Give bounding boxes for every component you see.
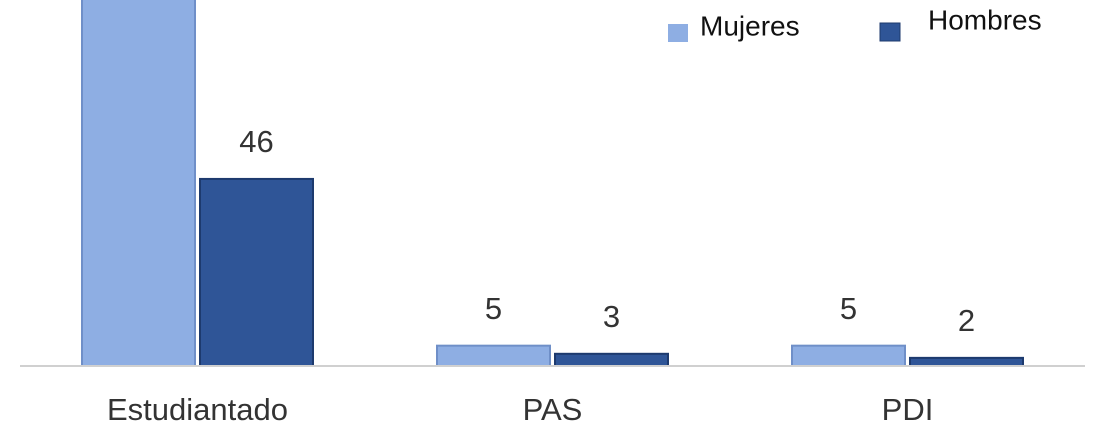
- legend-swatch: [668, 24, 688, 42]
- legend-label: Hombres: [928, 4, 1042, 35]
- value-label: 5: [485, 291, 502, 326]
- bar: [199, 177, 314, 366]
- value-label: 3: [603, 299, 620, 334]
- value-label: 5: [840, 291, 857, 326]
- legend-swatch: [879, 22, 901, 42]
- value-label: 46: [239, 124, 273, 159]
- plot-area: [81, 0, 1024, 366]
- value-label: 2: [958, 303, 975, 338]
- bar: [436, 344, 551, 366]
- bar: [81, 0, 196, 366]
- x-tick-label: PAS: [523, 392, 583, 427]
- bar: [554, 352, 669, 366]
- x-tick-label: PDI: [882, 392, 934, 427]
- bar: [791, 344, 906, 366]
- legend-label: Mujeres: [700, 10, 800, 41]
- x-tick-label: Estudiantado: [107, 392, 288, 427]
- bar: [909, 356, 1024, 366]
